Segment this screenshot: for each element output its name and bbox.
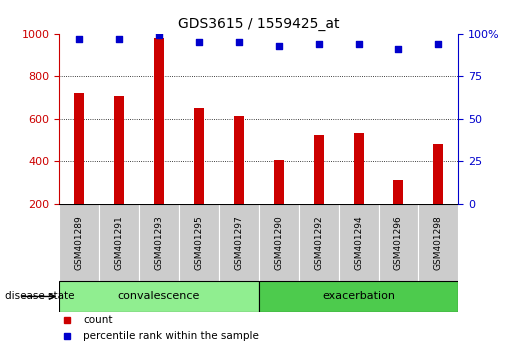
Text: percentile rank within the sample: percentile rank within the sample [83,331,259,341]
Point [315,41,323,47]
Text: GSM401298: GSM401298 [434,215,443,270]
Text: GSM401291: GSM401291 [115,215,124,270]
Bar [194,108,204,204]
Text: exacerbation: exacerbation [322,291,395,302]
Point [155,33,163,38]
Point [75,36,83,41]
Bar [234,116,244,204]
Point [354,41,363,47]
Bar [59,281,259,312]
Bar [339,204,379,281]
Bar [114,96,124,204]
Text: disease state: disease state [5,291,75,302]
Bar [74,93,84,204]
Bar [314,135,323,204]
Bar [259,281,458,312]
Point [434,41,442,47]
Text: GSM401296: GSM401296 [394,215,403,270]
Text: convalescence: convalescence [118,291,200,302]
Point [115,36,123,41]
Bar [354,133,364,204]
Point [235,39,243,45]
Bar [299,204,339,281]
Bar [259,204,299,281]
Text: GSM401293: GSM401293 [154,215,163,270]
Bar [139,204,179,281]
Bar [274,160,284,204]
Text: GSM401289: GSM401289 [75,215,83,270]
Bar [379,204,418,281]
Point [195,39,203,45]
Bar [393,180,403,204]
Bar [418,204,458,281]
Text: GSM401295: GSM401295 [195,215,203,270]
Text: GSM401292: GSM401292 [314,215,323,270]
Title: GDS3615 / 1559425_at: GDS3615 / 1559425_at [178,17,339,31]
Bar [154,38,164,204]
Text: GSM401297: GSM401297 [234,215,243,270]
Bar [99,204,139,281]
Bar [434,144,443,204]
Bar [179,204,219,281]
Text: count: count [83,315,113,325]
Bar [59,204,99,281]
Point [274,43,283,48]
Text: GSM401290: GSM401290 [274,215,283,270]
Point [394,46,403,52]
Text: GSM401294: GSM401294 [354,215,363,270]
Bar [219,204,259,281]
